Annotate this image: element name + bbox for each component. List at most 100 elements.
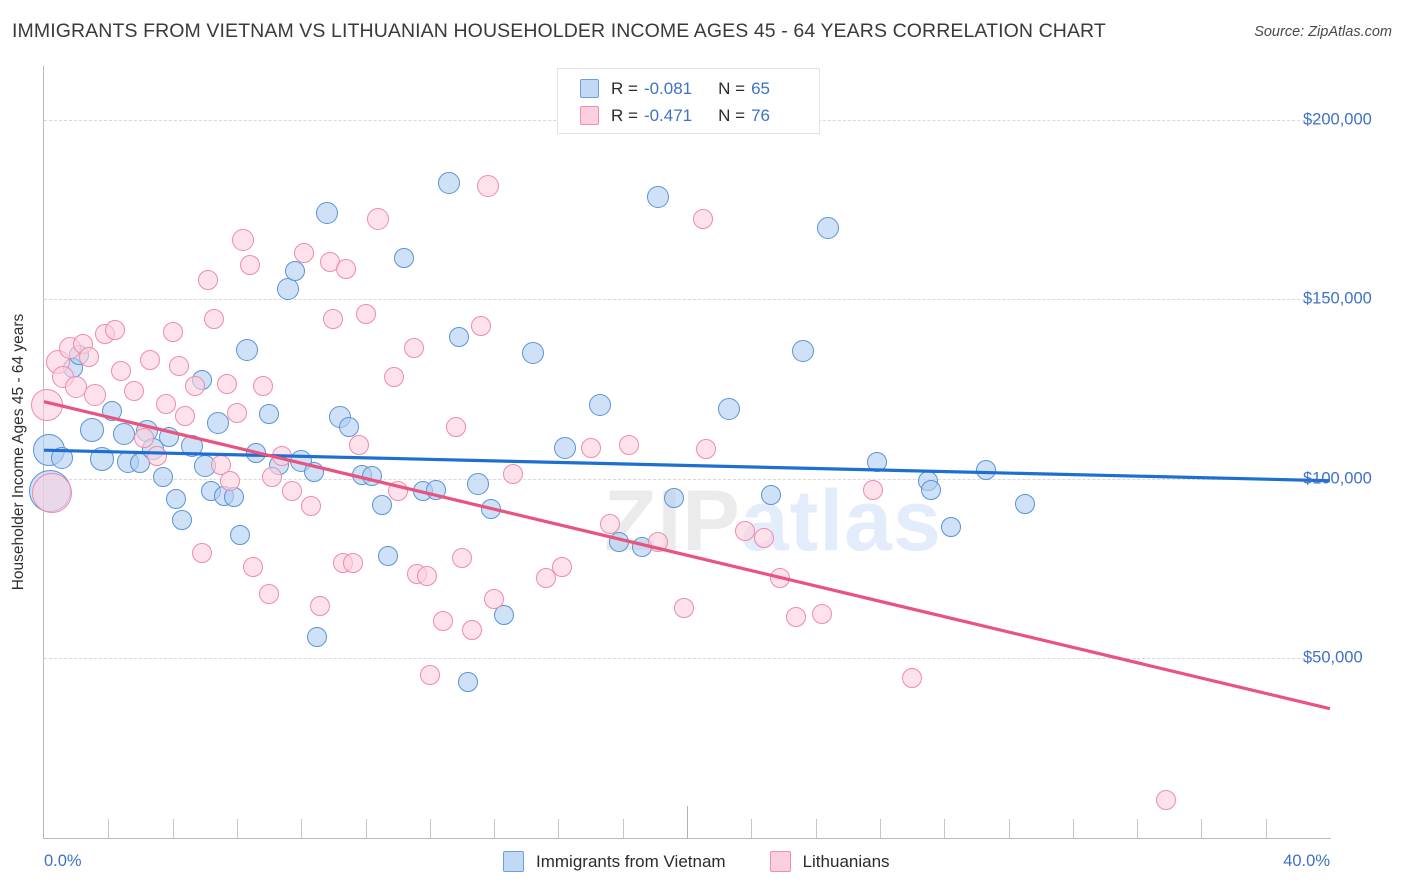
scatter-point[interactable] [169,355,190,376]
scatter-point[interactable] [589,394,612,417]
scatter-point[interactable] [387,481,408,502]
scatter-point[interactable] [786,607,807,628]
scatter-point[interactable] [734,520,755,541]
scatter-point[interactable] [165,488,186,509]
scatter-point[interactable] [812,603,833,624]
scatter-point[interactable] [310,596,331,617]
scatter-point[interactable] [133,427,154,448]
scatter-point[interactable] [551,556,572,577]
scatter-point[interactable] [438,171,461,194]
scatter-point[interactable] [300,495,321,516]
scatter-point[interactable] [307,626,328,647]
scatter-point[interactable] [1014,494,1035,515]
scatter-point[interactable] [791,340,814,363]
scatter-point[interactable] [448,327,469,348]
scatter-point[interactable] [484,589,505,610]
scatter-point[interactable] [866,451,887,472]
scatter-point[interactable] [113,423,136,446]
scatter-point[interactable] [580,438,601,459]
scatter-point[interactable] [277,277,300,300]
scatter-point[interactable] [461,619,482,640]
scatter-point[interactable] [304,462,325,483]
scatter-point[interactable] [599,513,620,534]
scatter-point[interactable] [467,473,490,496]
scatter-point[interactable] [124,380,145,401]
scatter-point[interactable] [79,346,99,367]
scatter-point[interactable] [476,175,499,198]
scatter-point[interactable] [271,445,292,466]
scatter-point[interactable] [553,437,576,460]
scatter-point[interactable] [664,487,685,508]
scatter-point[interactable] [975,459,996,480]
scatter-point[interactable] [754,528,775,549]
scatter-point[interactable] [84,383,107,406]
scatter-point[interactable] [89,447,114,472]
scatter-point[interactable] [32,473,73,514]
scatter-point[interactable] [609,531,630,552]
scatter-point[interactable] [175,406,196,427]
scatter-point[interactable] [863,480,884,501]
scatter-point[interactable] [111,361,132,382]
scatter-point[interactable] [323,309,344,330]
scatter-point[interactable] [220,470,241,491]
scatter-point[interactable] [339,416,360,437]
scatter-point[interactable] [239,255,260,276]
legend-item-vietnam[interactable]: Immigrants from Vietnam [503,851,726,872]
scatter-point[interactable] [693,208,714,229]
scatter-point[interactable] [206,411,229,434]
scatter-point[interactable] [921,479,942,500]
scatter-point[interactable] [281,481,302,502]
scatter-point[interactable] [232,229,255,252]
scatter-point[interactable] [619,434,640,455]
scatter-point[interactable] [262,467,283,488]
scatter-point[interactable] [648,531,669,552]
scatter-point[interactable] [159,426,180,447]
scatter-point[interactable] [204,309,225,330]
scatter-point[interactable] [760,485,781,506]
scatter-point[interactable] [647,186,670,209]
scatter-point[interactable] [315,202,338,225]
scatter-point[interactable] [480,499,501,520]
scatter-point[interactable] [140,350,161,371]
scatter-point[interactable] [259,583,280,604]
scatter-point[interactable] [445,416,466,437]
scatter-point[interactable] [384,366,405,387]
scatter-point[interactable] [101,401,122,422]
scatter-point[interactable] [770,567,791,588]
scatter-point[interactable] [403,337,424,358]
scatter-point[interactable] [902,668,923,689]
scatter-point[interactable] [246,443,267,464]
scatter-point[interactable] [355,303,376,324]
scatter-point[interactable] [80,418,105,443]
scatter-point[interactable] [361,466,382,487]
scatter-point[interactable] [696,439,717,460]
scatter-point[interactable] [180,434,203,457]
scatter-point[interactable] [432,610,453,631]
scatter-point[interactable] [367,207,390,230]
scatter-point[interactable] [1156,790,1177,811]
scatter-point[interactable] [191,542,212,563]
scatter-point[interactable] [104,319,125,340]
scatter-point[interactable] [458,671,479,692]
scatter-point[interactable] [371,494,392,515]
scatter-point[interactable] [230,524,251,545]
scatter-point[interactable] [378,546,398,567]
scatter-point[interactable] [217,373,238,394]
scatter-point[interactable] [197,269,218,290]
scatter-point[interactable] [349,434,370,455]
scatter-point[interactable] [471,316,492,337]
scatter-point[interactable] [451,547,472,568]
legend-item-lithuanians[interactable]: Lithuanians [769,851,890,872]
scatter-point[interactable] [717,397,740,420]
scatter-point[interactable] [235,338,258,361]
scatter-point[interactable] [336,258,357,279]
scatter-point[interactable] [252,375,273,396]
scatter-point[interactable] [294,242,315,263]
scatter-point[interactable] [156,393,177,414]
scatter-point[interactable] [419,664,440,685]
scatter-point[interactable] [185,376,206,397]
scatter-point[interactable] [50,447,73,470]
scatter-point[interactable] [673,598,694,619]
scatter-point[interactable] [342,553,363,574]
scatter-point[interactable] [503,463,524,484]
